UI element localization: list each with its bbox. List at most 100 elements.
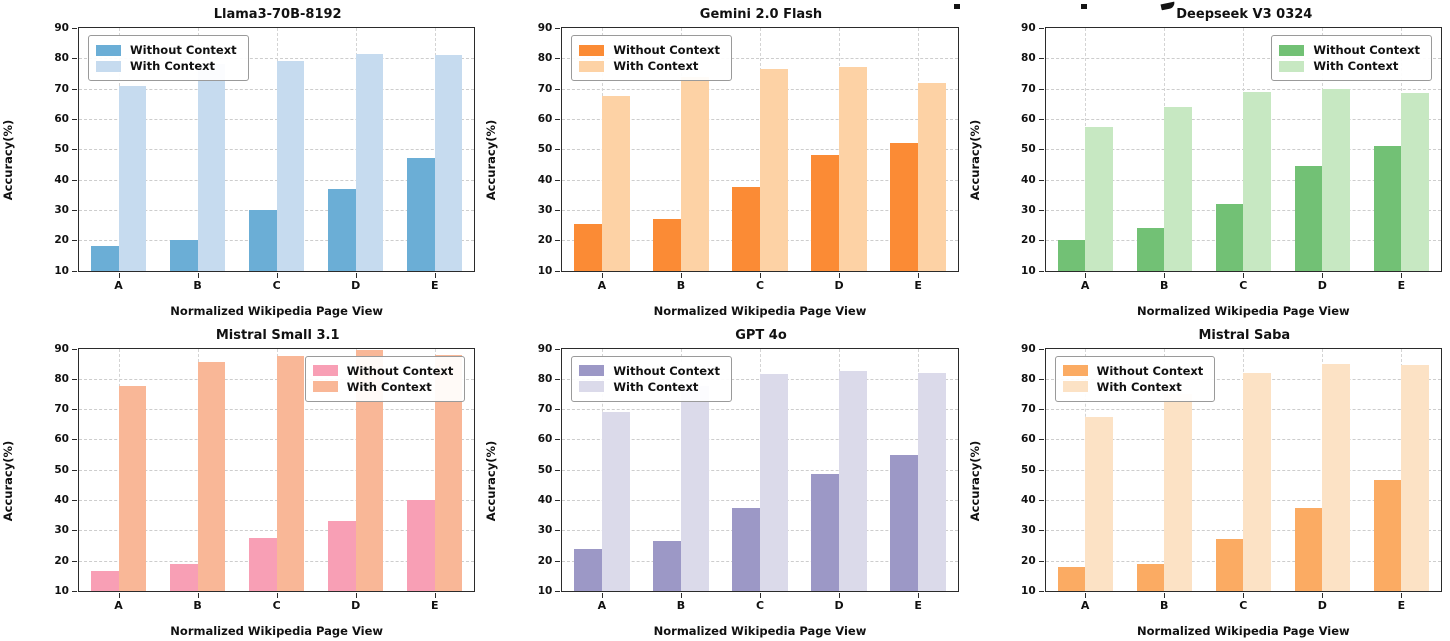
legend-entry: With Context bbox=[312, 379, 454, 394]
x-tick-label: E bbox=[1397, 599, 1406, 612]
bar-with-context-d bbox=[839, 371, 867, 591]
plot-area: 90 80 70 60 50 40 30 20 10 A B C D E Without Context Wi… bbox=[538, 22, 959, 292]
y-tick-label: 30 bbox=[1021, 524, 1036, 537]
y-tick bbox=[555, 469, 561, 471]
subplot-title: Mistral Small 3.1 bbox=[215, 327, 340, 343]
x-tick-label: D bbox=[1317, 599, 1327, 612]
y-tick-label: 30 bbox=[537, 203, 553, 216]
y-tick bbox=[72, 348, 77, 350]
subplot-deepseek-v3-0324: Deepseek V3 0324 90 80 70 60 50 40 30 20 10 A B C D E W… bbox=[967, 0, 1450, 321]
bar-with-context-e bbox=[918, 82, 946, 271]
legend-label: With Context bbox=[1096, 379, 1182, 394]
legend-swatch-icon bbox=[579, 60, 605, 72]
plot-area: 90 80 70 60 50 40 30 20 10 A B C D E Without Context Wi… bbox=[1021, 343, 1442, 612]
plot-area: 90 80 70 60 50 40 30 20 10 A B C D E Without Context Wi… bbox=[538, 343, 959, 612]
bar-without-context-b bbox=[653, 540, 681, 591]
legend-entry: Without Context bbox=[579, 43, 720, 57]
bar-with-context-b bbox=[680, 386, 709, 591]
x-tick bbox=[601, 593, 603, 598]
y-tick-label: 80 bbox=[54, 52, 69, 65]
bar-with-context-a bbox=[118, 386, 147, 591]
x-tick bbox=[1085, 593, 1087, 598]
legend-entry: Without Context bbox=[579, 364, 720, 378]
x-tick-label: D bbox=[1317, 278, 1327, 292]
legend: Without Context With Context bbox=[1271, 35, 1432, 81]
bar-with-context-d bbox=[839, 67, 867, 271]
bar-without-context-c bbox=[248, 537, 277, 591]
y-tick bbox=[1038, 409, 1044, 411]
y-tick-label: 10 bbox=[54, 585, 69, 597]
bar-without-context-a bbox=[574, 223, 602, 271]
x-tick-label: C bbox=[1239, 599, 1248, 612]
y-tick-label: 40 bbox=[537, 173, 553, 186]
legend-swatch-icon bbox=[579, 44, 605, 56]
legend-label: With Context bbox=[613, 59, 699, 73]
y-tick bbox=[1038, 149, 1044, 151]
x-tick-label: C bbox=[272, 278, 281, 292]
y-tick-label: 50 bbox=[1021, 463, 1036, 476]
x-tick bbox=[197, 272, 199, 278]
legend-entry: Without Context bbox=[96, 43, 237, 57]
y-tick bbox=[555, 591, 561, 592]
legend-swatch-icon bbox=[96, 60, 121, 72]
bar-without-context-d bbox=[1294, 165, 1323, 271]
x-tick-label: D bbox=[834, 599, 844, 612]
x-tick bbox=[1401, 272, 1403, 278]
y-axis-label: Accuracy(%) bbox=[1, 440, 15, 522]
y-tick bbox=[1038, 591, 1044, 592]
y-tick-label: 80 bbox=[537, 52, 553, 65]
x-tick bbox=[1085, 272, 1087, 278]
y-tick bbox=[555, 378, 561, 380]
y-tick-label: 90 bbox=[54, 22, 69, 34]
bar-without-context-c bbox=[732, 187, 760, 271]
x-tick bbox=[759, 272, 761, 278]
figure-row-1: Llama3-70B-8192 90 80 70 60 50 40 30 20 10 A B C D E Wi… bbox=[1, 0, 1450, 321]
bar-with-context-d bbox=[1322, 363, 1351, 591]
y-tick-label: 50 bbox=[537, 463, 553, 476]
bar-with-context-c bbox=[276, 356, 305, 591]
x-axis-label: Normalized Wikipedia Page View bbox=[653, 624, 867, 638]
y-tick bbox=[72, 118, 77, 120]
y-tick bbox=[72, 88, 77, 90]
bar-without-context-a bbox=[90, 246, 119, 271]
subplot-mistral-small-3-1: Mistral Small 3.1 90 80 70 60 50 40 30 20 10 A B C D E… bbox=[0, 321, 483, 641]
y-tick bbox=[72, 179, 77, 181]
y-tick-label: 40 bbox=[1021, 173, 1036, 186]
y-tick bbox=[555, 179, 561, 181]
x-tick bbox=[434, 272, 436, 278]
bar-with-context-c bbox=[1243, 91, 1271, 271]
x-tick bbox=[1164, 593, 1166, 598]
bar-without-context-c bbox=[1215, 203, 1244, 271]
bar-without-context-d bbox=[328, 521, 356, 591]
x-tick bbox=[276, 272, 278, 278]
plot-area: 90 80 70 60 50 40 30 20 10 A B C D E Without Context Wi… bbox=[1021, 22, 1442, 292]
x-tick-label: B bbox=[193, 278, 202, 292]
x-axis-label: Normalized Wikipedia Page View bbox=[1136, 624, 1350, 638]
y-tick bbox=[1038, 209, 1044, 211]
y-tick-label: 50 bbox=[1021, 143, 1036, 156]
x-tick bbox=[1322, 272, 1324, 278]
x-tick-label: E bbox=[914, 599, 922, 612]
x-tick-label: B bbox=[676, 599, 686, 612]
bar-with-context-b bbox=[197, 64, 226, 271]
bar-without-context-e bbox=[407, 500, 435, 591]
clipped-suptitle-fragment bbox=[1081, 4, 1087, 9]
subplot-title: GPT 4o bbox=[735, 327, 787, 343]
y-tick-label: 80 bbox=[1021, 372, 1036, 385]
subplot-title: Llama3-70B-8192 bbox=[213, 7, 342, 22]
legend-label: With Context bbox=[346, 379, 432, 394]
legend-entry: Without Context bbox=[312, 364, 453, 378]
y-axis-label: Accuracy(%) bbox=[967, 440, 982, 522]
y-tick bbox=[72, 500, 77, 502]
y-tick bbox=[555, 58, 561, 60]
y-tick bbox=[72, 409, 77, 411]
y-tick bbox=[555, 118, 561, 120]
legend-swatch-icon bbox=[312, 381, 338, 392]
y-tick bbox=[1038, 58, 1044, 60]
y-tick-label: 40 bbox=[54, 494, 69, 507]
clipped-suptitle-fragment bbox=[954, 4, 960, 9]
x-tick-label: A bbox=[597, 599, 607, 612]
y-tick-label: 60 bbox=[1021, 433, 1036, 446]
bar-with-context-c bbox=[1243, 372, 1271, 591]
